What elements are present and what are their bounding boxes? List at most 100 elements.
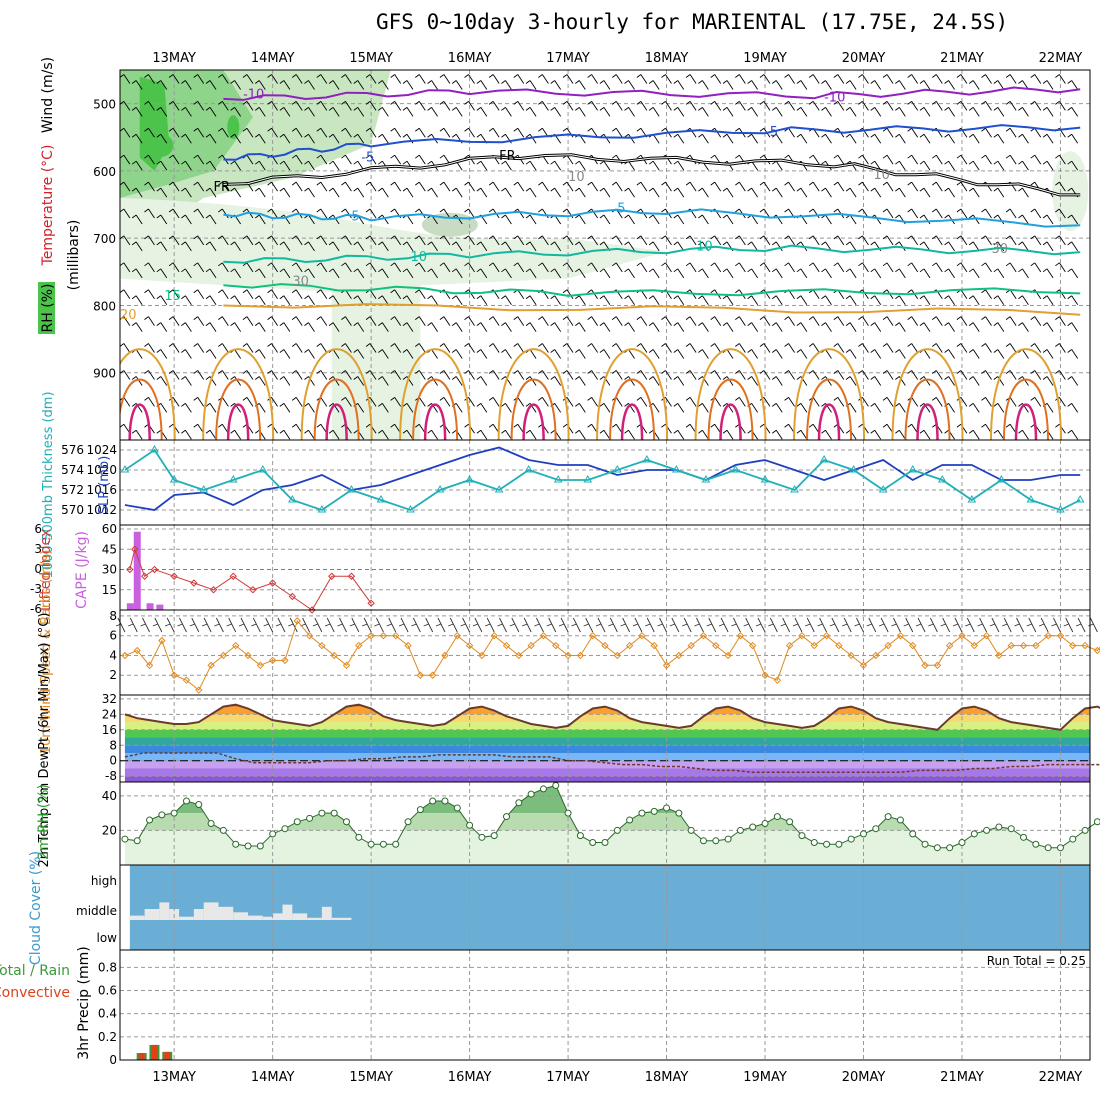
wind-barb [808, 101, 820, 111]
li-marker [249, 586, 257, 594]
wind-barb [1030, 74, 1042, 84]
wind-barb [575, 80, 586, 90]
wind-barb [464, 181, 475, 192]
wind-barb [513, 208, 525, 219]
wind-speed-marker [650, 641, 658, 650]
temp-contour-30 [719, 403, 742, 440]
wind-barb [808, 289, 820, 299]
wind-barb [562, 316, 574, 326]
wind-barb [279, 241, 291, 252]
wind-barb [673, 295, 685, 305]
wind-barb [131, 80, 143, 90]
slp-line [124, 446, 1081, 511]
wind-barb [279, 80, 291, 90]
wind-speed-marker [601, 641, 609, 650]
wind-barb [304, 295, 315, 305]
wind-barb [390, 235, 402, 246]
temp-contour-20 [300, 348, 373, 440]
rh-marker [453, 804, 461, 812]
wind-barb [611, 423, 623, 434]
thickness-marker [553, 475, 563, 483]
rh-marker [133, 837, 141, 845]
wind-barb [291, 370, 303, 380]
thickness-marker [317, 505, 327, 513]
wind-barb [374, 617, 384, 633]
wind-barb [451, 322, 463, 332]
wind-barb [550, 187, 562, 198]
wind-speed-marker [502, 641, 511, 650]
wind-speed-marker [268, 656, 277, 665]
wind-barb [120, 423, 131, 434]
wind-speed-marker [847, 651, 855, 660]
y-tick-label: 600 [93, 165, 116, 179]
wind-barb [341, 154, 352, 165]
wind-barb [267, 262, 278, 273]
wind-barb [968, 349, 980, 359]
rh-marker [355, 833, 363, 841]
wind-barb [230, 429, 242, 440]
wind-barb [636, 74, 648, 84]
wind-barb [944, 268, 955, 279]
cloud-bar [179, 916, 194, 920]
wind-barb [501, 160, 512, 171]
wind-barb [571, 617, 581, 633]
wind-barb [919, 187, 931, 198]
wind-barb [673, 349, 685, 359]
wind-barb [439, 397, 451, 407]
wind-barb [661, 74, 672, 84]
wind-barb [476, 268, 488, 279]
wind-barb [682, 617, 692, 633]
wind-barb [722, 429, 734, 440]
li-tick-label: -3 [30, 582, 42, 596]
wind-barb [796, 322, 808, 332]
wind-barb [968, 403, 980, 413]
wind-barb [439, 316, 451, 326]
wind-speed-marker [404, 641, 412, 650]
rh-marker [379, 840, 387, 848]
wind-speed-marker [367, 631, 375, 640]
wind-barb [1030, 154, 1042, 165]
li-marker [268, 579, 277, 587]
wind-speed-marker [182, 676, 191, 684]
wind-barb [193, 74, 205, 84]
wind-barb [550, 268, 562, 279]
temp-contour-30 [916, 403, 939, 440]
wind-barb [735, 101, 746, 111]
rh-marker [786, 818, 794, 826]
wind-barb [735, 181, 746, 192]
wind-barb [144, 343, 155, 353]
wind-tick-label: 2 [109, 668, 117, 682]
thickness-marker [120, 465, 130, 473]
wind-barb [120, 208, 131, 219]
wind-barb [1030, 208, 1042, 219]
wind-barb [168, 181, 180, 192]
wind-barb [291, 343, 303, 353]
wind-barb [402, 268, 414, 279]
cloud-bar [292, 913, 308, 920]
wind-barb [993, 349, 1005, 359]
wind-speed-marker [699, 631, 708, 640]
wind-barb [205, 268, 217, 279]
wind-barb [525, 241, 537, 252]
date-label-top: 16MAY [448, 51, 492, 66]
wind-barb [316, 235, 328, 246]
wind-barb [1038, 617, 1049, 633]
wind-barb [476, 80, 488, 90]
wind-speed-marker [552, 641, 560, 650]
rh-marker [306, 814, 314, 822]
wind-barb [833, 316, 845, 326]
wind-barb [415, 235, 426, 246]
wind-barb [833, 370, 845, 380]
thickness-tick-label: 576 [61, 443, 84, 457]
slp-tick-label: 1024 [86, 443, 117, 457]
wind-barb [226, 617, 237, 633]
wind-barb [1005, 262, 1017, 273]
wind-barb [599, 349, 611, 359]
wind-barb [858, 181, 869, 192]
wind-barb [673, 403, 685, 413]
wind-speed-marker [982, 631, 991, 640]
rh-marker [293, 818, 301, 826]
